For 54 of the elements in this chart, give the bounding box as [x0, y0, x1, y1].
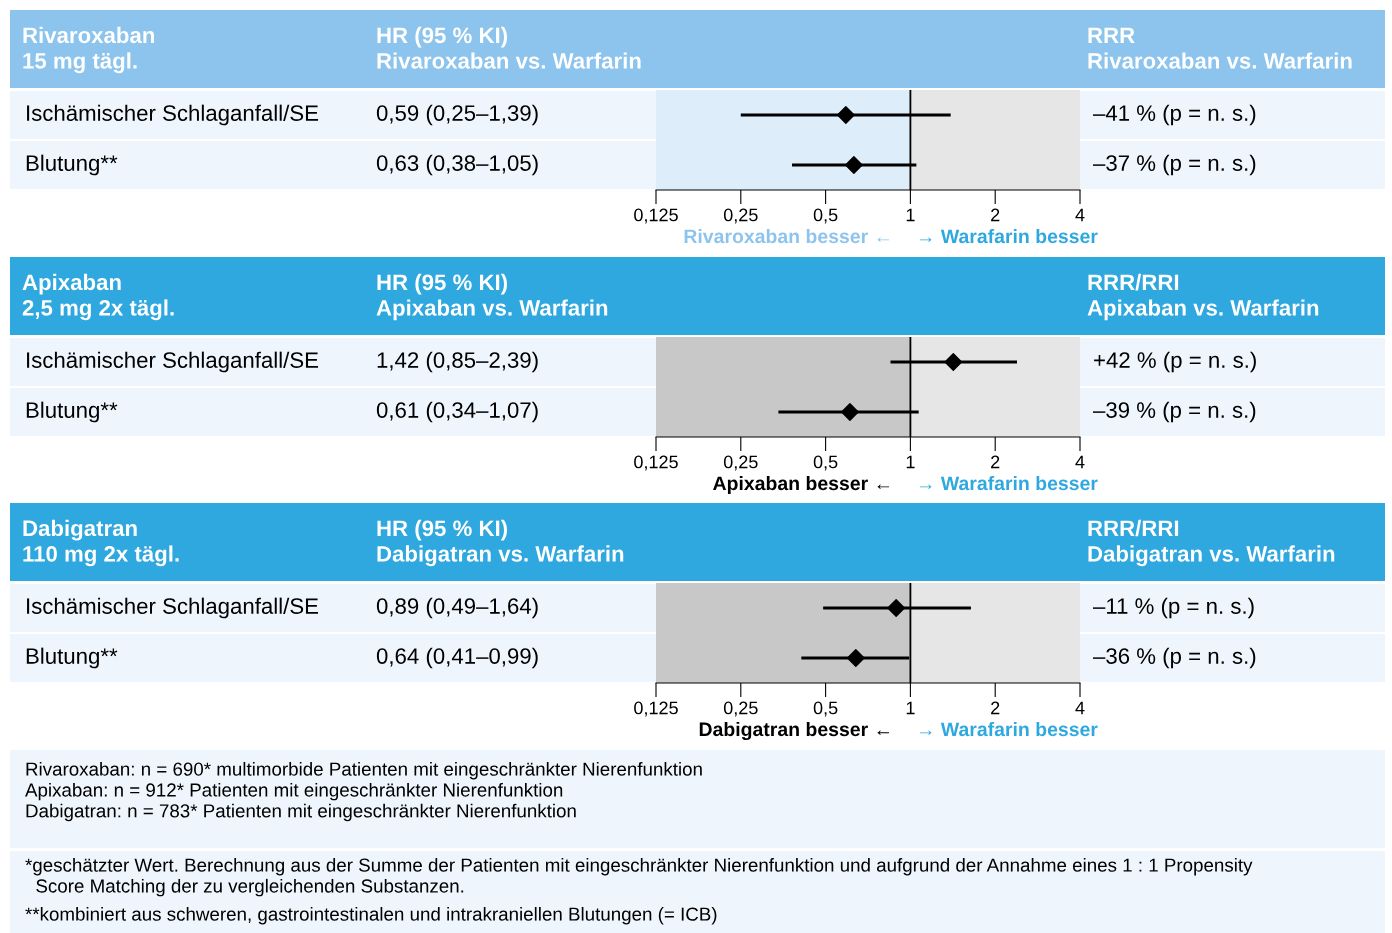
- text: *geschätzter Wert. Berechnung aus der Summe der Patienten mit eingeschränkter Nierenfunktion und aufgrund der Annahme eines 1 : 1 Propensity Score Matching der zu vergleichenden Substanzen.: [25, 858, 1253, 897]
- x-tick-label: 1: [906, 455, 915, 469]
- text: → Warafarin besser: [919, 228, 1098, 244]
- x-tick-label: 4: [1075, 208, 1085, 222]
- data-label: 0,89 (0,49–1,64): [376, 597, 538, 619]
- text: HR (95 % KI) Rivaroxaban vs. Warfarin: [377, 26, 641, 69]
- x-tick-label: 1: [906, 208, 915, 222]
- x-tick-label: 0,25: [723, 455, 758, 471]
- text: RRR/RRI Dabigatran vs. Warfarin: [1088, 519, 1335, 567]
- x-tick-label: 2: [991, 455, 1000, 469]
- x-tick-label: 0,125: [634, 701, 678, 717]
- text: → Warafarin besser: [919, 721, 1098, 737]
- category-label: Blutung**: [26, 647, 118, 669]
- data-label: 0,64 (0,41–0,99): [376, 647, 538, 669]
- text: RRR/RRI Apixaban vs. Warfarin: [1087, 273, 1319, 321]
- category-label: Blutung**: [26, 154, 118, 176]
- category-label: Ischämischer Schlaganfall/SE: [27, 351, 319, 373]
- category-label: Blutung**: [26, 401, 118, 423]
- category-label: Ischämischer Schlaganfall/SE: [27, 597, 319, 619]
- text: HR (95 % KI) Apixaban vs. Warfarin: [376, 273, 608, 321]
- x-tick-label: 4: [1075, 701, 1085, 715]
- text: → Warafarin besser: [919, 475, 1098, 491]
- text: RRR Rivaroxaban vs. Warfarin: [1088, 27, 1352, 69]
- x-tick-label: 0,125: [634, 208, 678, 224]
- data-label: 0,61 (0,34–1,07): [376, 401, 538, 423]
- text: Dabigatran besser ←: [699, 721, 890, 741]
- text: Apixaban 2,5 mg 2x tägl.: [22, 273, 174, 321]
- data-label: 0,59 (0,25–1,39): [376, 104, 538, 126]
- x-tick-label: 0,25: [723, 701, 758, 717]
- category-label: Ischämischer Schlaganfall/SE: [27, 104, 319, 126]
- x-tick-label: 2: [991, 208, 1000, 222]
- text: Dabigatran 110 mg 2x tägl.: [23, 519, 179, 567]
- text: –41 % (p = n. s.): [1093, 104, 1256, 126]
- x-tick-label: 0,5: [813, 701, 838, 717]
- x-tick-label: 2: [991, 701, 1000, 715]
- data-label: 1,42 (0,85–2,39): [377, 351, 538, 373]
- text: –11 % (p = n. s.): [1093, 597, 1254, 619]
- text: –39 % (p = n. s.): [1093, 401, 1256, 423]
- text: –37 % (p = n. s.): [1093, 154, 1256, 176]
- x-tick-label: 0,5: [813, 208, 838, 224]
- text: +42 % (p = n. s.): [1094, 351, 1256, 373]
- text: –36 % (p = n. s.): [1093, 647, 1256, 669]
- text: Rivaroxaban besser ←: [684, 228, 890, 244]
- text: Rivaroxaban 15 mg tägl.: [23, 26, 155, 74]
- data-label: 0,63 (0,38–1,05): [376, 154, 538, 176]
- x-tick-label: 4: [1075, 455, 1085, 469]
- text: Apixaban besser ←: [713, 475, 890, 495]
- x-tick-label: 1: [906, 701, 915, 715]
- text: HR (95 % KI) Dabigatran vs. Warfarin: [377, 519, 624, 567]
- text: Rivaroxaban: n = 690* multimorbide Patienten mit eingeschränkter Nierenfunktion Apixaban: n = 912* Patienten mit eingeschränkter Nierenfunktion Dabigatran: n = 783* Patienten mit eingeschränkter Nierenfunktion: [25, 762, 702, 822]
- x-tick-label: 0,125: [634, 455, 678, 471]
- x-tick-label: 0,5: [813, 455, 838, 471]
- text: **kombiniert aus schweren, gastrointestinalen und intrakraniellen Blutungen (= ICB): [25, 907, 717, 925]
- x-tick-label: 0,25: [723, 208, 758, 224]
